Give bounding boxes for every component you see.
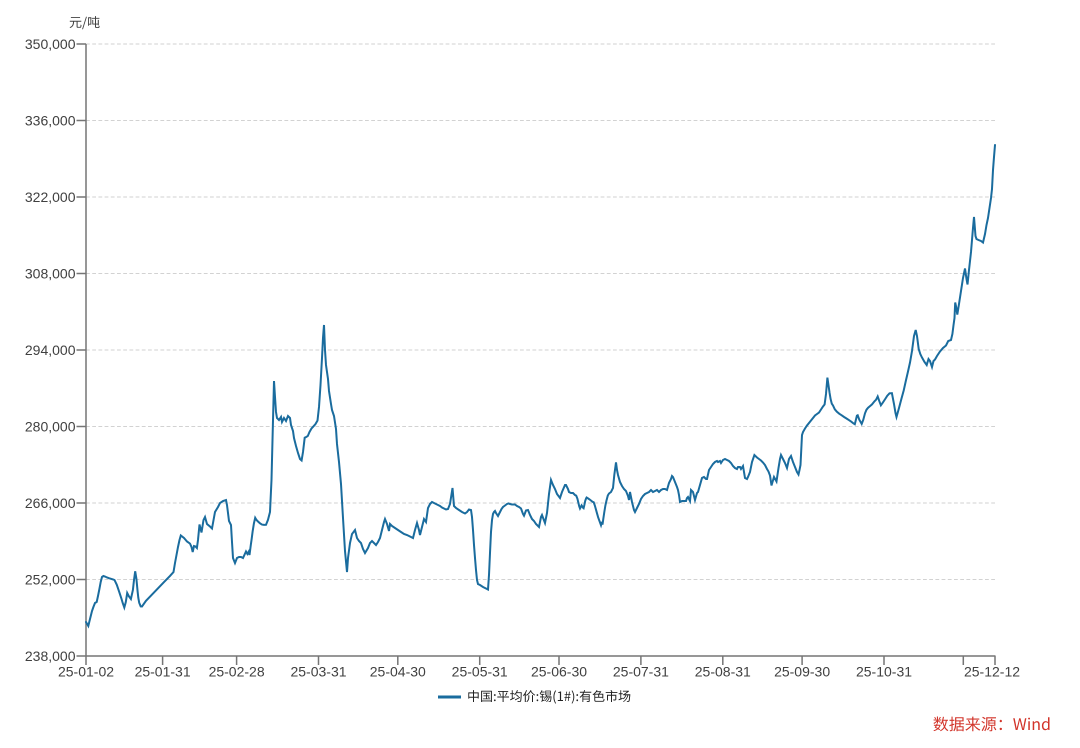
svg-text:280,000: 280,000	[25, 418, 76, 434]
svg-text:25-06-30: 25-06-30	[531, 664, 587, 680]
svg-text:252,000: 252,000	[25, 571, 76, 587]
svg-text:322,000: 322,000	[25, 189, 76, 205]
svg-text:25-04-30: 25-04-30	[370, 664, 426, 680]
svg-text:25-03-31: 25-03-31	[290, 664, 346, 680]
svg-text:350,000: 350,000	[25, 36, 76, 52]
svg-text:308,000: 308,000	[25, 265, 76, 281]
svg-text:25-01-31: 25-01-31	[135, 664, 191, 680]
svg-text:25-09-30: 25-09-30	[774, 664, 830, 680]
svg-text:25-01-02: 25-01-02	[58, 664, 114, 680]
svg-text:266,000: 266,000	[25, 495, 76, 511]
svg-text:25-05-31: 25-05-31	[452, 664, 508, 680]
svg-text:25-08-31: 25-08-31	[695, 664, 751, 680]
svg-text:25-02-28: 25-02-28	[209, 664, 265, 680]
svg-text:238,000: 238,000	[25, 648, 76, 664]
svg-text:25-07-31: 25-07-31	[613, 664, 669, 680]
svg-text:336,000: 336,000	[25, 112, 76, 128]
svg-text:294,000: 294,000	[25, 342, 76, 358]
svg-text:25-12-12: 25-12-12	[964, 664, 1020, 680]
svg-text:25-10-31: 25-10-31	[856, 664, 912, 680]
